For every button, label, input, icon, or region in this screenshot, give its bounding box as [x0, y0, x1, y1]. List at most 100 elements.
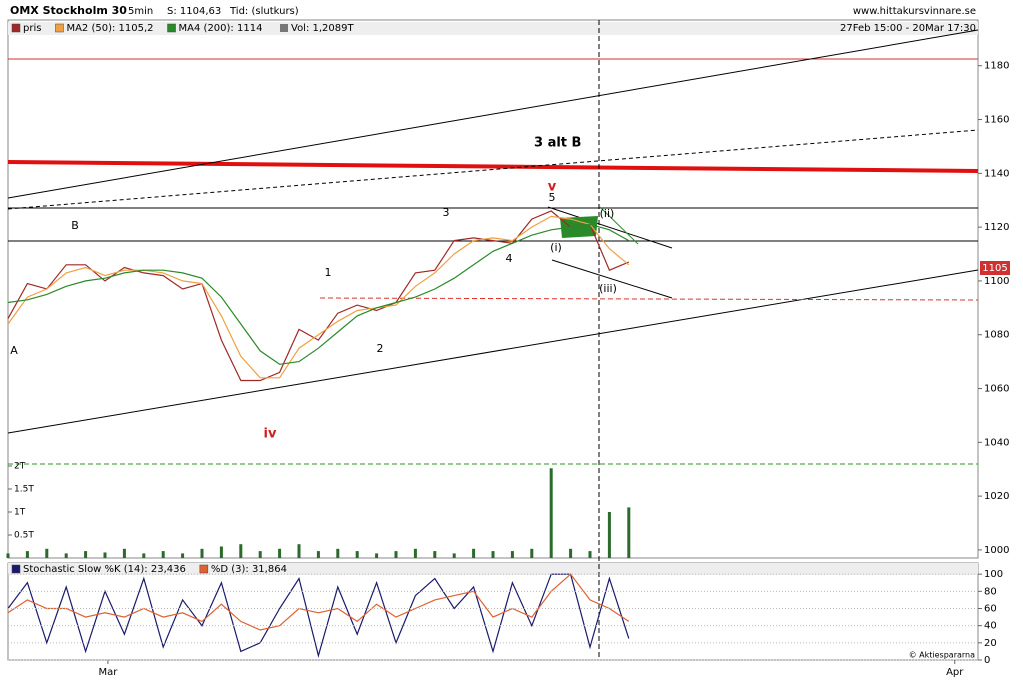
volume-bar — [200, 548, 204, 558]
trend-line — [7, 160, 979, 173]
y-tick-label: 1120 — [984, 222, 1009, 233]
channel-line — [551, 259, 673, 299]
volume-bar — [491, 551, 495, 558]
y-tick-label: 1.5T — [14, 484, 34, 494]
legend-entry: %D (3): 31,864 — [211, 564, 287, 575]
volume-bar — [627, 507, 631, 558]
volume-bar — [122, 548, 126, 558]
volume-bar — [258, 551, 262, 558]
y-tick-label: 1100 — [984, 276, 1009, 287]
x-tick-label: Apr — [946, 667, 964, 678]
channel-line — [599, 206, 639, 245]
wave-label: iv — [264, 427, 277, 442]
y-tick-label: 0.5T — [14, 530, 34, 540]
title: OMX Stockholm 30 — [10, 4, 127, 17]
trend-line — [7, 29, 979, 199]
wave-label: 2 — [377, 342, 384, 355]
volume-bar — [355, 551, 359, 558]
y-tick-label: 1140 — [984, 168, 1009, 179]
annotations: 3 alt B v 5 3 B (ii) 4 (i) 1 (iii) 2 A i… — [10, 136, 617, 442]
volume-bar — [472, 548, 476, 558]
volume-bar — [530, 548, 534, 558]
overlays: 1105 — [7, 20, 1010, 660]
wave-label: B — [71, 219, 79, 232]
volume-bar — [452, 553, 456, 558]
volume-bar — [142, 553, 146, 558]
trend-line — [7, 129, 979, 210]
volume-bar — [297, 544, 301, 558]
wave-label: (ii) — [600, 207, 615, 220]
price-flag-box — [980, 261, 1010, 275]
legend-bar — [8, 22, 978, 35]
volume-bar — [278, 548, 282, 558]
volume-bar — [316, 551, 320, 558]
legend-swatch — [55, 23, 64, 33]
y-tick-label: 1T — [14, 507, 26, 517]
legend-entry: MA4 (200): 1114 — [179, 23, 263, 34]
volume-bar — [6, 553, 10, 558]
volume-bar — [413, 548, 417, 558]
volume-bar — [607, 511, 611, 558]
y-tick-label: 80 — [984, 586, 997, 597]
y-tick-label: 2T — [14, 461, 26, 471]
volume-bar — [219, 546, 223, 558]
range: 27Feb 15:00 - 20Mar 17:30 — [840, 23, 976, 34]
trend-line — [7, 269, 979, 434]
legend-swatch — [280, 24, 288, 32]
y-tick-label: 1060 — [984, 384, 1009, 395]
volume-bar — [161, 551, 165, 558]
candle-cluster — [560, 216, 598, 238]
interval: 5min — [128, 6, 153, 17]
legend-entry: Vol: 1,2089T — [291, 23, 354, 34]
stoch-frame — [7, 562, 979, 661]
wave-label: v — [548, 180, 557, 195]
y-tick-label: 0 — [984, 655, 990, 666]
wave-label: (iii) — [599, 282, 617, 295]
header: OMX Stockholm 30 5min S: 1104,63 Tid: (s… — [10, 4, 976, 660]
volume-bar — [510, 551, 514, 558]
volume-bar — [181, 553, 185, 558]
plot-layer — [6, 210, 631, 659]
y-tick-label: 100 — [984, 569, 1003, 580]
volume-bar — [84, 551, 88, 558]
volume-bar — [549, 468, 553, 558]
wave-label: 5 — [549, 191, 556, 204]
volume-bar — [394, 551, 398, 558]
mode: Tid: (slutkurs) — [229, 6, 299, 17]
legend-swatch — [199, 564, 209, 574]
volume-bar — [375, 553, 379, 558]
wave-label: 4 — [506, 252, 513, 265]
legend-entry: Stochastic Slow %K (14): 23,436 — [23, 564, 186, 575]
wave-label: A — [10, 344, 18, 357]
legend-entry: pris — [23, 23, 41, 34]
legend-swatch — [11, 564, 21, 574]
legend-entry: MA2 (50): 1105,2 — [66, 23, 153, 34]
volume-bar — [239, 544, 243, 558]
y-tick-label: 40 — [984, 621, 997, 632]
wave-label: 3 — [443, 206, 450, 219]
volume-bar — [433, 551, 437, 558]
y-tick-label: 60 — [984, 603, 997, 614]
wave-label: 3 alt B — [534, 136, 581, 151]
wave-label: (i) — [550, 241, 562, 254]
price-frame — [7, 19, 979, 559]
y-tick-label: 1020 — [984, 491, 1009, 502]
price-flag: 1105 — [982, 263, 1007, 274]
series-line — [7, 573, 630, 631]
y-tick-label: 20 — [984, 638, 997, 649]
legend-swatch — [167, 23, 176, 33]
y-tick-label: 1000 — [984, 545, 1009, 556]
channel-line — [547, 206, 673, 249]
volume-bar — [103, 552, 107, 558]
series-line — [7, 573, 630, 659]
volume-bar — [45, 548, 49, 558]
stoch-legend-bar — [8, 563, 978, 575]
series-line — [7, 215, 630, 379]
wave-label: 1 — [325, 266, 332, 279]
volume-bar — [569, 548, 573, 558]
series-line — [7, 223, 630, 365]
volume-bar — [64, 553, 68, 558]
legend-swatch — [11, 23, 21, 33]
y-tick-label: 1180 — [984, 61, 1009, 72]
